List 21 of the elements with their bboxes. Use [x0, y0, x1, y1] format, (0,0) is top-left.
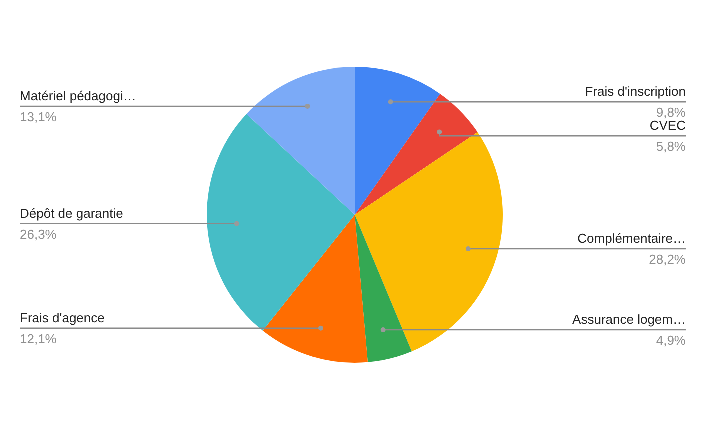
data-label: 5,8%	[656, 139, 686, 154]
slice-label: Frais d'inscription	[585, 84, 686, 100]
data-label: 13,1%	[20, 109, 58, 124]
data-label: 26,3%	[20, 226, 58, 242]
slice-label: Frais d'agence	[20, 310, 105, 326]
pie-slice	[246, 67, 355, 215]
data-label: 4,9%	[656, 332, 686, 348]
pie-slice	[207, 114, 355, 331]
data-label: 12,1%	[20, 331, 58, 346]
data-label: 9,8%	[656, 105, 686, 120]
slice-label: Complémentaire…	[578, 231, 686, 246]
slice-label: CVEC	[650, 118, 686, 134]
pie-slice	[262, 215, 368, 363]
slice-label: Dépôt de garantie	[20, 206, 124, 221]
slice-label: Assurance logem…	[572, 312, 686, 327]
pie-slice	[355, 215, 412, 362]
data-label: 28,2%	[649, 252, 686, 268]
slice-label: Matériel pédagogi…	[20, 88, 136, 104]
pie-slice	[355, 94, 478, 215]
pie-slice	[355, 67, 440, 215]
pie-slice	[355, 132, 503, 352]
